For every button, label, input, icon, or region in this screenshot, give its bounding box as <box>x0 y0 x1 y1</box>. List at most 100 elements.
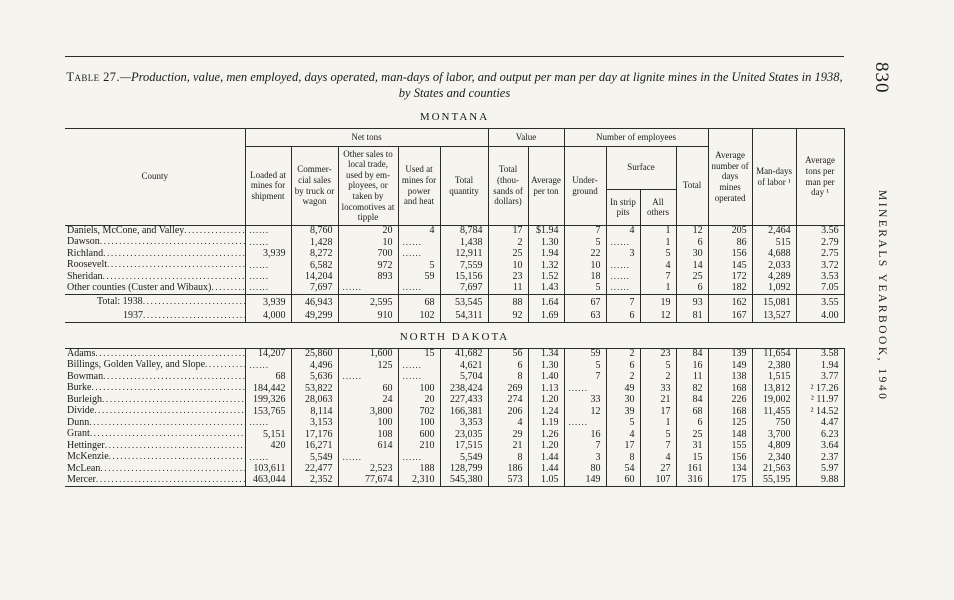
value-cell <box>244 236 291 249</box>
value-cell: 100 <box>337 417 398 429</box>
county-name: Adams <box>67 348 96 359</box>
value-cell <box>605 271 641 283</box>
county-name: Daniels, McCone, and Valley <box>67 225 185 236</box>
value-cell: 702 <box>397 405 440 418</box>
value-cell: 162 <box>707 293 753 309</box>
value-cell: 420 <box>244 440 291 452</box>
value-cell: 182 <box>707 282 753 295</box>
value-cell: 750 <box>751 417 796 429</box>
value-cell: 102 <box>397 308 440 323</box>
value-cell: 12 <box>639 308 677 323</box>
value-cell: 515 <box>751 236 797 249</box>
value-cell: 2 <box>639 371 676 383</box>
county-cell: Divide <box>65 406 245 418</box>
value-cell: 2.75 <box>795 248 845 260</box>
value-cell: 6,582 <box>290 259 338 272</box>
value-cell: 7 <box>563 225 607 237</box>
value-cell <box>563 382 606 395</box>
value-cell: 21 <box>487 440 528 452</box>
col-county: County <box>65 128 245 226</box>
value-cell: 4 <box>605 428 640 441</box>
value-cell: 3.64 <box>795 440 844 452</box>
value-cell <box>605 259 641 272</box>
value-cell: 21,563 <box>751 463 796 475</box>
value-cell <box>563 417 606 429</box>
county-name: Mercer <box>67 474 96 485</box>
value-cell: 1.24 <box>527 405 564 418</box>
dot-leader <box>107 260 245 271</box>
county-name: Dawson <box>67 237 100 248</box>
value-cell: 60 <box>605 474 640 487</box>
value-cell: 156 <box>707 248 753 260</box>
value-cell: 1.94 <box>527 248 565 260</box>
value-cell: 145 <box>707 259 753 272</box>
county-name: 1937 <box>123 310 143 321</box>
value-cell: 8,784 <box>439 225 489 237</box>
dot-leader <box>143 297 245 308</box>
value-cell: 463,044 <box>244 474 291 487</box>
dot-leader <box>205 360 244 371</box>
value-cell: 17 <box>487 225 529 237</box>
county-cell: Bowman <box>65 371 245 383</box>
col-group-employees: Number of employees <box>563 128 709 147</box>
value-cell: 4,688 <box>751 248 797 260</box>
value-cell: 5,704 <box>439 371 488 383</box>
col-total-quantity: Total quantity <box>439 146 489 226</box>
value-cell: 49,299 <box>290 308 338 323</box>
value-cell: 3 <box>605 248 641 260</box>
value-cell: 2 <box>605 371 640 383</box>
value-cell: 15,081 <box>751 293 797 309</box>
value-cell: 28,063 <box>290 394 338 406</box>
value-cell: 10 <box>487 259 529 272</box>
value-cell <box>244 282 291 295</box>
table-row: Billings, Golden Valley, and Slope4,4961… <box>65 359 844 372</box>
county-cell: 1937 <box>65 308 245 322</box>
table-row: Divide 153,7658,1143,800702166,3812061.24… <box>65 405 844 418</box>
value-cell: 1,092 <box>751 282 797 295</box>
value-cell <box>244 359 291 372</box>
value-cell: 134 <box>707 463 752 475</box>
value-cell: 84 <box>675 348 708 360</box>
value-cell: 22,477 <box>290 463 338 475</box>
value-cell: 1.20 <box>527 394 564 406</box>
dot-leader <box>100 237 245 248</box>
value-cell <box>337 282 398 295</box>
table-title-text: —Production, value, men employed, days o… <box>119 70 843 101</box>
value-cell: 3 <box>563 451 606 464</box>
dot-leader <box>105 441 245 452</box>
county-cell: Roosevelt <box>65 260 245 272</box>
value-cell <box>244 271 291 283</box>
value-cell: 3,700 <box>751 428 796 441</box>
value-cell: 31 <box>675 440 708 452</box>
value-cell: 1.26 <box>527 428 564 441</box>
value-cell: 21 <box>639 394 676 406</box>
value-cell: 5 <box>563 236 607 249</box>
value-cell: 7,559 <box>439 259 489 272</box>
county-name: Burleigh <box>67 394 102 405</box>
value-cell <box>397 248 440 260</box>
value-cell: 139 <box>707 348 752 360</box>
value-cell: 56 <box>487 348 528 360</box>
value-cell: 1,515 <box>751 371 796 383</box>
value-cell: 3,353 <box>439 417 488 429</box>
value-cell: 20 <box>337 225 398 237</box>
value-cell: 2,464 <box>751 225 797 237</box>
value-cell <box>397 371 440 383</box>
col-avg-days: Average number of days mines operated <box>707 128 753 226</box>
montana-total-rows: Total: 1938 3,93946,9432,5956853,545881.6… <box>65 293 845 323</box>
value-cell: 88 <box>487 293 529 309</box>
value-cell: 20 <box>397 394 440 406</box>
value-cell: 17,515 <box>439 440 488 452</box>
value-cell: 108 <box>337 428 398 441</box>
value-cell: 2.79 <box>795 236 845 249</box>
page-number: 830 <box>871 62 892 94</box>
value-cell: 14,207 <box>244 348 291 360</box>
dot-leader <box>103 272 245 283</box>
value-cell: 24 <box>337 394 398 406</box>
value-cell: 3.53 <box>795 271 845 283</box>
col-group-surface: Surface <box>605 146 677 190</box>
value-cell: 5 <box>639 359 676 372</box>
value-cell: 7,697 <box>290 282 338 295</box>
